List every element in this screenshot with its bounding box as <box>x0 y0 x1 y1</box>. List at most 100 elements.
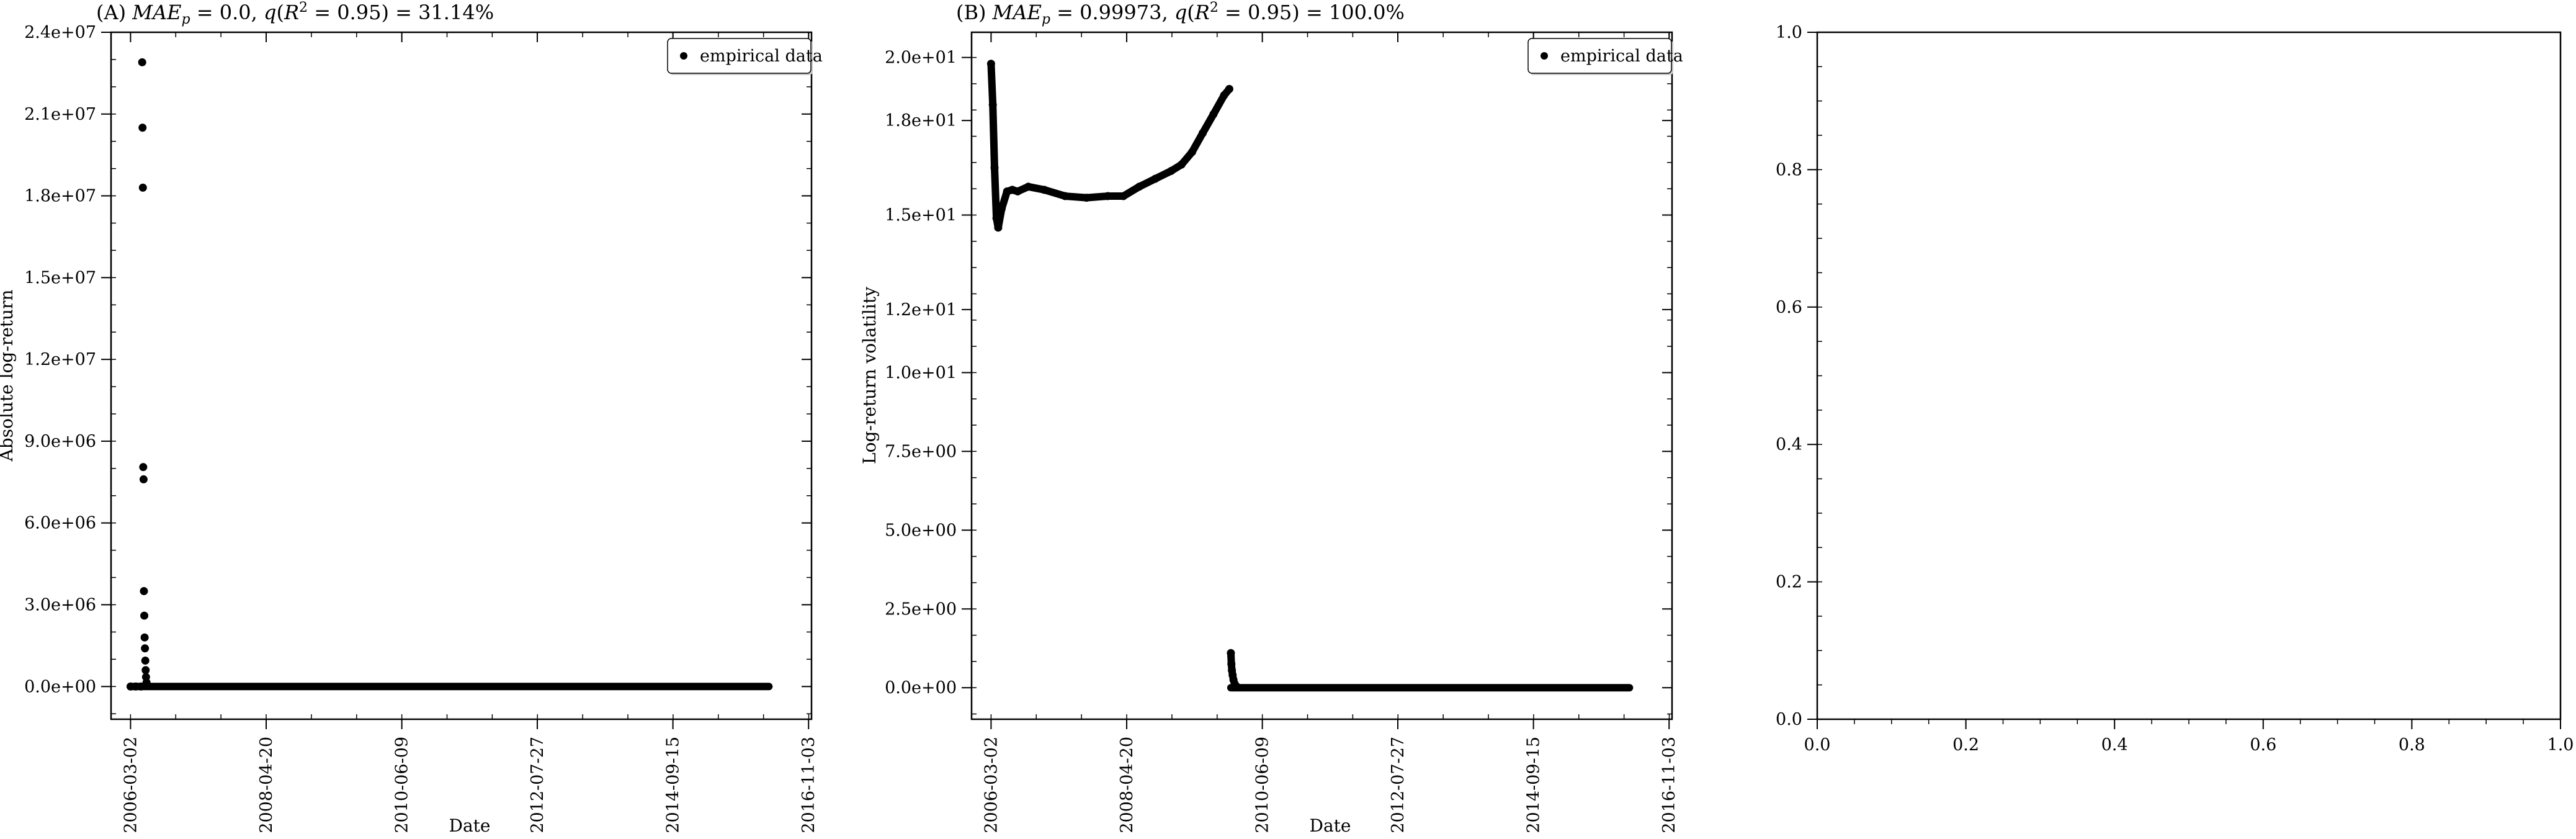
panel-b-curve-segment <box>987 60 997 109</box>
panel-a-legend: empirical data <box>667 38 823 75</box>
panel-b-x-axis-label: Date <box>1310 815 1351 836</box>
panel-a-y-tick-label: 2.1e+07 <box>24 105 96 124</box>
panel-a-x-tick-label: 2010-06-09 <box>393 737 412 833</box>
panel-a-legend-marker <box>680 52 687 60</box>
panel-c: 0.0 0.2 0.4 0.6 0.8 1.0 0.0 0.2 0.4 0.6 0.8 1.0 <box>1776 23 2574 755</box>
panel-a-legend-box <box>667 38 812 74</box>
panel-b-data-point <box>1024 182 1032 191</box>
panel-a-data-point <box>141 657 150 665</box>
panel-b-frame <box>970 31 1673 720</box>
panel-b-data-point <box>994 223 1003 232</box>
panel-c-x-tick-label: 0.8 <box>2399 735 2425 755</box>
panel-b-y-tick-label: 0.0e+00 <box>885 678 957 698</box>
panel-b-data-point <box>997 204 1006 213</box>
panel-a-y-tick-label: 1.8e+07 <box>24 187 96 206</box>
panel-a-legend-label: empirical data <box>700 47 823 66</box>
panel-b-legend-box <box>1527 38 1672 74</box>
panel-a-data-point <box>140 611 149 620</box>
panel-a-frame <box>110 31 813 720</box>
panel-a-x-tick-label: 2006-03-02 <box>121 737 140 833</box>
panel-b-title: (B) MAEp = 0.99973, q(R2 = 0.95) = 100.0… <box>956 0 1405 27</box>
panel-b-x-tick-label: 2014-09-15 <box>1524 737 1544 833</box>
panel-c-frame <box>1816 31 2562 720</box>
panel-b-data-point <box>1220 91 1228 100</box>
panel-b-y-tick-label: 1.5e+01 <box>885 206 957 225</box>
panel-b-x-tick-label: 2016-11-03 <box>1660 737 1679 833</box>
panel-b-y-tick-label: 2.0e+01 <box>885 48 957 68</box>
panel-c-y-tick-label: 0.0 <box>1776 710 1802 729</box>
panel-b-y-tick-label: 7.5e+00 <box>885 442 957 461</box>
panel-b-data-point <box>1199 128 1207 137</box>
panel-a-x-tick-label: 2016-11-03 <box>799 737 818 833</box>
panel-b-y-tick-label: 1.0e+01 <box>885 363 957 382</box>
panel-b-x-tick-label: 2012-07-27 <box>1389 737 1408 833</box>
panel-c-y-tick-label: 1.0 <box>1776 23 1802 42</box>
panel-b-data-point <box>1119 192 1128 200</box>
panel-b: (B) MAEp = 0.99973, q(R2 = 0.95) = 100.0… <box>859 0 1683 836</box>
panel-b-data-point <box>990 163 999 172</box>
panel-b-data-point <box>1187 148 1196 156</box>
panel-a-title: (A) MAEp = 0.0, q(R2 = 0.95) = 31.14% <box>96 0 494 27</box>
panel-c-x-tick-label: 0.6 <box>2250 735 2276 755</box>
panel-a-data-point <box>138 183 147 192</box>
panel-b-data-point <box>986 60 995 68</box>
panel-a-y-tick-label: 3.0e+06 <box>24 596 96 615</box>
panel-a-y-ticks: 0.0e+00 3.0e+06 6.0e+06 9.0e+06 1.2e+07 1.5e+… <box>24 23 812 714</box>
panel-b-data-point <box>1040 186 1049 194</box>
panel-a-x-axis-label: Date <box>449 815 491 836</box>
panel-b-data-point <box>1232 682 1241 691</box>
panel-a-y-tick-label: 0.0e+00 <box>24 677 96 696</box>
panel-b-data-point <box>1151 174 1160 183</box>
panel-b-data-point <box>1135 182 1143 191</box>
panel-c-y-ticks: 0.0 0.2 0.4 0.6 0.8 1.0 <box>1776 23 1822 729</box>
panel-a-y-axis-label: Absolute log-return <box>0 290 17 462</box>
panel-a-data-point <box>141 644 150 653</box>
panel-b-legend-label: empirical data <box>1560 47 1683 66</box>
panel-a-y-tick-label: 9.0e+06 <box>24 432 96 451</box>
panel-a-data-point <box>140 633 149 642</box>
panel-b-data-point <box>1227 648 1235 657</box>
panel-b-x-ticks: 2006-03-02 2008-04-20 2010-06-09 2012-07-27… <box>982 32 1679 833</box>
panel-b-data-point <box>1209 110 1218 119</box>
panel-b-curve-segment <box>990 164 1001 222</box>
panel-b-data-point <box>1082 194 1091 202</box>
panel-a-data-point <box>140 587 148 596</box>
panel-a-y-tick-label: 1.5e+07 <box>24 268 96 287</box>
panel-b-y-tick-label: 1.2e+01 <box>885 300 957 320</box>
panel-b-y-axis-label: Log-return volatility <box>859 287 880 464</box>
panel-a-y-tick-label: 6.0e+06 <box>24 514 96 533</box>
panel-a-data-points <box>126 58 773 691</box>
panel-b-legend: empirical data <box>1527 38 1683 75</box>
panel-b-x-tick-label: 2010-06-09 <box>1253 737 1272 833</box>
panel-b-data-point <box>992 214 1001 223</box>
panel-b-y-ticks: 0.0e+00 2.5e+00 5.0e+00 7.5e+00 1.0e+01 1.2e+… <box>885 48 1672 715</box>
panel-a-data-point <box>139 463 148 472</box>
panel-c-x-tick-label: 0.4 <box>2101 735 2128 755</box>
panel-c-x-tick-label: 1.0 <box>2547 735 2574 755</box>
panel-b-data-point <box>1177 160 1186 169</box>
panel-b-data-point <box>988 101 997 109</box>
panel-a-x-ticks: 2006-03-02 2008-04-20 2010-06-09 2012-07-27… <box>121 32 818 833</box>
panel-a: (A) MAEp = 0.0, q(R2 = 0.95) = 31.14% 0.… <box>0 0 823 836</box>
panel-b-y-tick-label: 1.8e+01 <box>885 111 957 130</box>
panel-b-data-point <box>1061 192 1070 200</box>
panel-a-y-tick-label: 1.2e+07 <box>24 350 96 369</box>
panel-c-y-tick-label: 0.2 <box>1776 573 1802 592</box>
panel-b-curve-segment <box>989 101 998 172</box>
panel-a-x-tick-label: 2012-07-27 <box>528 737 547 833</box>
panel-b-y-tick-label: 5.0e+00 <box>885 521 957 540</box>
panel-b-data-points <box>986 60 1634 692</box>
panel-a-y-tick-label: 2.4e+07 <box>24 23 96 42</box>
panel-a-data-point <box>139 475 148 483</box>
panel-c-y-tick-label: 0.4 <box>1776 435 1802 454</box>
panel-a-data-point <box>141 666 150 675</box>
panel-b-x-tick-label: 2006-03-02 <box>982 737 1001 833</box>
panel-c-x-tick-label: 0.0 <box>1804 735 1831 755</box>
panel-b-legend-marker <box>1541 52 1548 60</box>
panel-c-x-ticks: 0.0 0.2 0.4 0.6 0.8 1.0 <box>1804 719 2574 755</box>
panel-a-data-point <box>136 682 145 691</box>
panel-a-data-point <box>138 58 146 66</box>
panel-b-data-point <box>1167 166 1176 175</box>
panel-a-data-point <box>138 123 147 132</box>
